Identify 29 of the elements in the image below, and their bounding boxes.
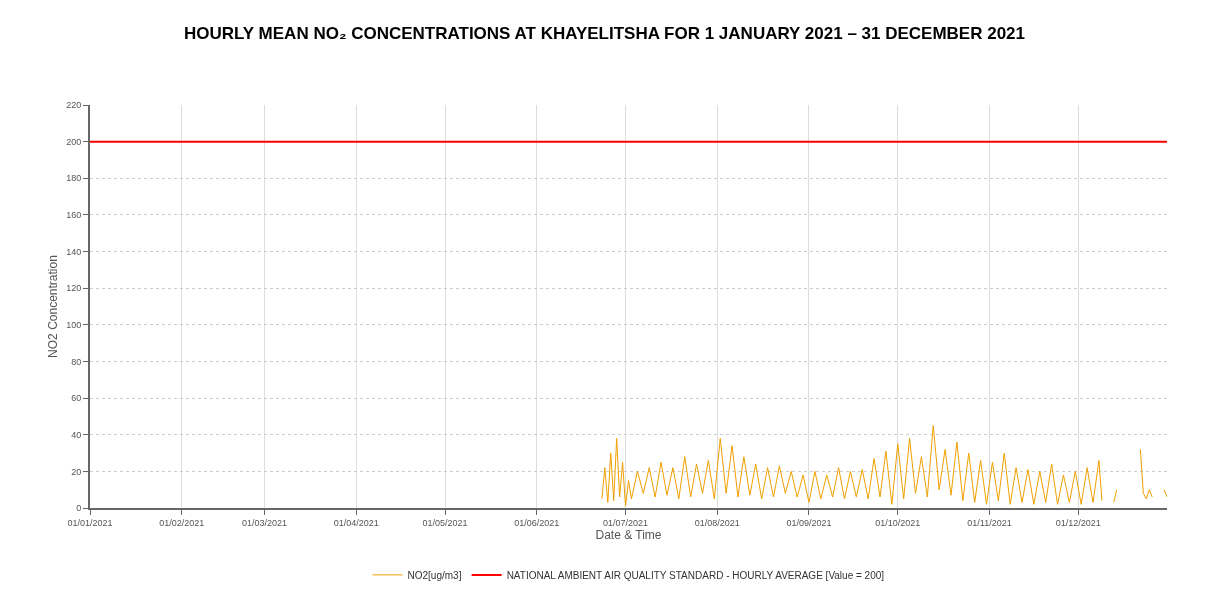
legend-label: NO2[ug/m3] <box>407 569 462 581</box>
y-tick-label: 140 <box>66 246 82 257</box>
y-tick-label: 160 <box>66 210 82 221</box>
x-tick-label: 01/11/2021 <box>967 517 1012 528</box>
x-tick-label: 01/08/2021 <box>694 517 740 528</box>
x-tick-label: 01/03/2021 <box>242 517 288 528</box>
y-tick-label: 180 <box>66 173 82 184</box>
y-tick-label: 60 <box>71 393 82 404</box>
y-tick-label: 220 <box>66 100 82 111</box>
y-tick-label: 80 <box>71 356 82 367</box>
x-tick-label: 01/07/2021 <box>603 517 649 528</box>
legend-label: NATIONAL AMBIENT AIR QUALITY STANDARD - HOURLY AVERAGE [Value = 200] <box>506 569 885 581</box>
chart-title: HOURLY MEAN NO₂ CONCENTRATIONS AT KHAYELITSHA FOR 1 JANUARY 2021 – 31 DECEMBER 2021 <box>183 23 1026 43</box>
y-tick-label: 100 <box>66 319 82 330</box>
x-tick-label: 01/09/2021 <box>786 517 832 528</box>
x-tick-label: 01/06/2021 <box>514 517 560 528</box>
y-axis-title: NO2 Concentration <box>45 255 60 358</box>
x-tick-label: 01/02/2021 <box>159 517 205 528</box>
x-tick-label: 01/10/2021 <box>875 517 921 528</box>
x-tick-label: 01/05/2021 <box>422 517 468 528</box>
x-tick-label: 01/01/2021 <box>67 517 113 528</box>
x-tick-label: 01/12/2021 <box>1055 517 1101 528</box>
y-tick-label: 120 <box>66 283 82 294</box>
x-tick-label: 01/04/2021 <box>333 517 379 528</box>
y-tick-label: 40 <box>71 429 82 440</box>
x-axis-title: Date & Time <box>595 528 662 543</box>
y-tick-label: 20 <box>71 466 82 477</box>
y-tick-label: 0 <box>76 503 82 514</box>
y-tick-label: 200 <box>66 136 82 147</box>
